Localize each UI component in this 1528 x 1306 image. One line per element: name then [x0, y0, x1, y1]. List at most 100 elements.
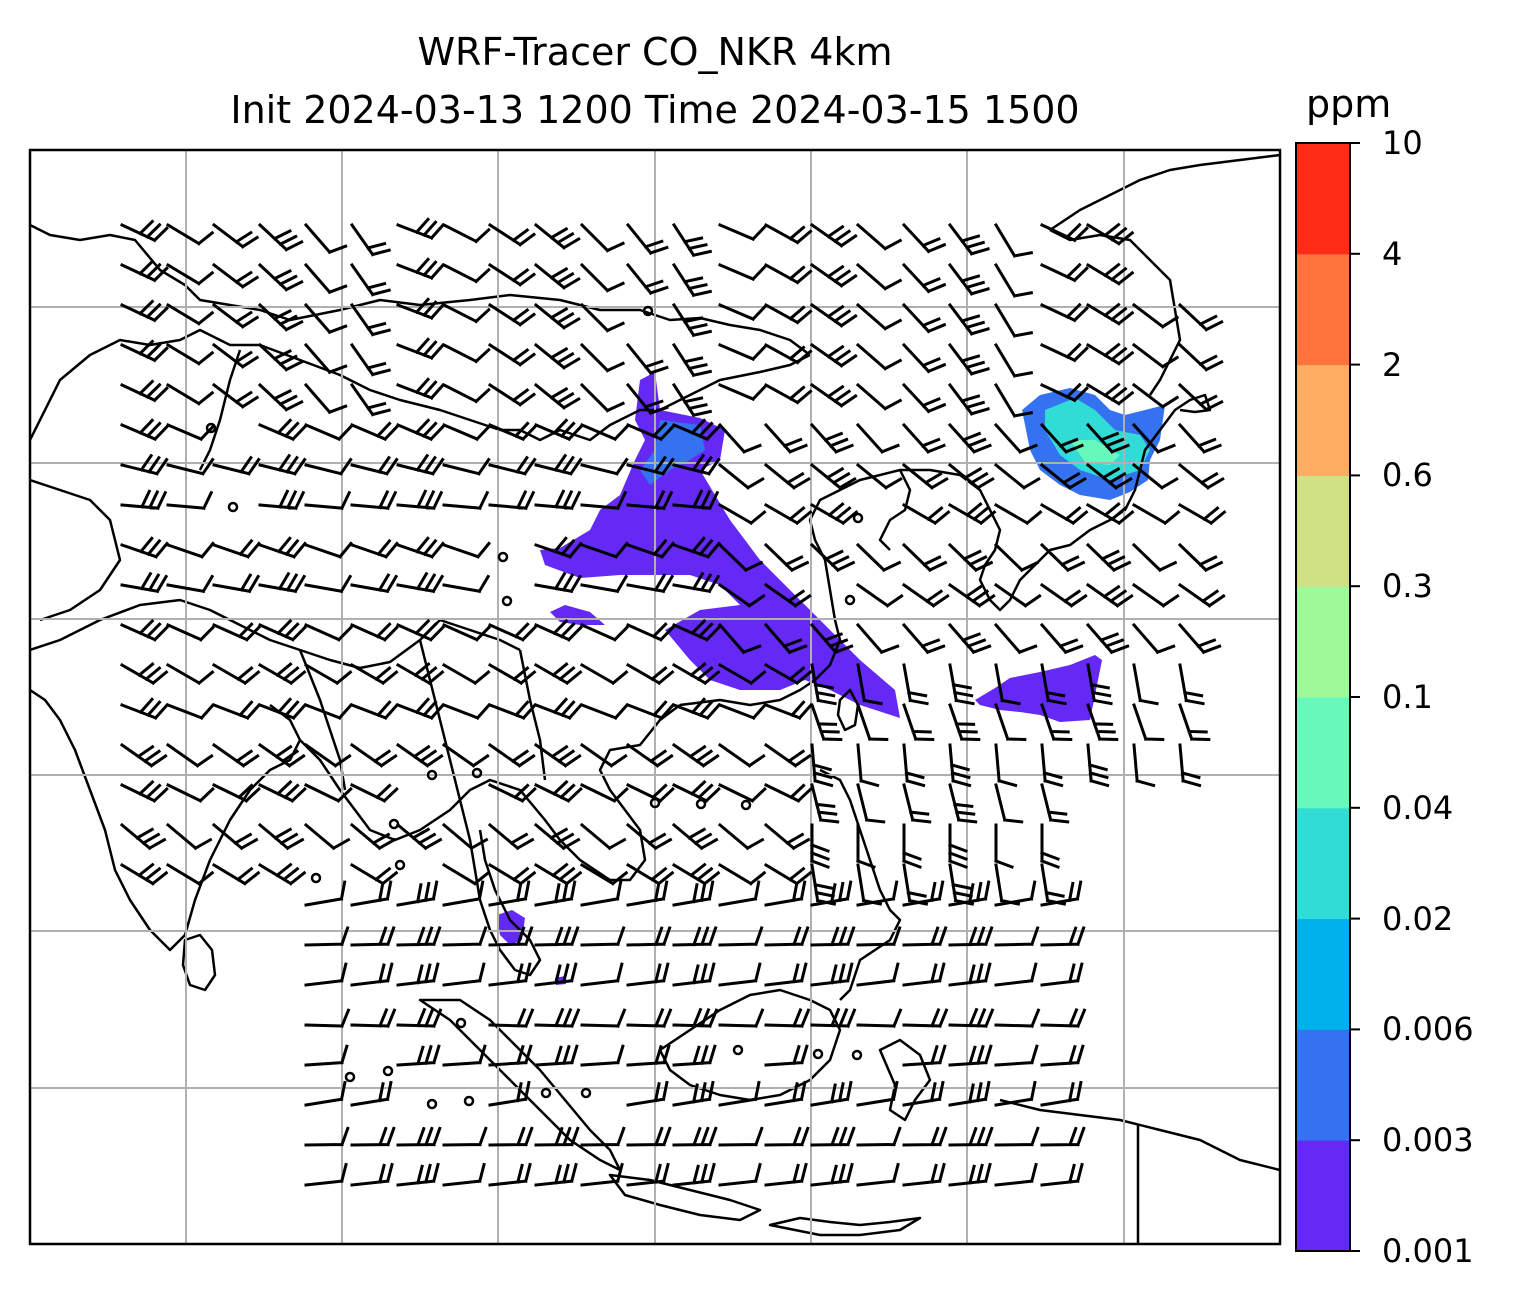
wind-barb: [442, 880, 485, 907]
wind-barb: [717, 622, 762, 655]
wind-barb: [1040, 663, 1067, 706]
calm-wind-marker: [455, 1017, 467, 1029]
wind-barb: [810, 1007, 857, 1028]
wind-barb: [257, 302, 304, 332]
wind-barb: [1086, 743, 1110, 788]
wind-barb: [579, 782, 629, 803]
wind-barb: [718, 702, 768, 721]
wind-barb: [396, 697, 446, 721]
coastline-philippines: [819, 768, 902, 1001]
wind-barb: [396, 962, 440, 987]
wind-barb: [1085, 342, 1135, 366]
wind-barb: [902, 743, 926, 788]
wind-barb: [579, 222, 625, 253]
wind-barb: [717, 542, 764, 573]
wind-barb: [718, 263, 768, 282]
wind-barb: [442, 1162, 486, 1187]
wind-barb: [855, 542, 902, 573]
wind-barb: [166, 623, 215, 642]
wind-barb: [993, 582, 1042, 608]
wind-barb: [580, 880, 623, 907]
wind-barb: [349, 382, 392, 417]
border-internal-3: [518, 649, 547, 781]
wind-barb: [948, 703, 981, 742]
wind-barb: [442, 423, 492, 442]
wind-barb: [626, 1008, 673, 1028]
wind-barb: [350, 1080, 393, 1107]
border-internal-4: [30, 478, 122, 622]
coastline-taiwan: [836, 688, 860, 732]
border-internal-5: [198, 349, 242, 471]
wind-barb: [212, 538, 262, 559]
wind-barb: [396, 217, 446, 241]
wind-barb: [442, 702, 492, 721]
wind-barb: [165, 742, 214, 768]
wind-barb: [165, 222, 215, 246]
border-internal-1: [298, 649, 347, 791]
wind-barb: [994, 1126, 1040, 1147]
wind-barb: [948, 1044, 993, 1067]
wind-barb: [350, 622, 399, 642]
wind-barb: [994, 823, 1014, 869]
wind-barb: [488, 622, 537, 642]
calm-wind-marker: [852, 512, 864, 524]
wind-barb: [993, 542, 1040, 573]
wind-barb: [856, 1008, 903, 1028]
wind-barb: [396, 257, 446, 281]
wind-barb: [902, 1162, 946, 1187]
wind-barb: [994, 962, 1038, 987]
wind-barb: [947, 222, 990, 256]
wind-barb: [625, 222, 669, 256]
wind-barb: [534, 571, 583, 594]
wind-barb: [212, 622, 261, 642]
wind-barb: [120, 219, 169, 243]
wind-barb: [994, 783, 1024, 824]
wind-barb: [304, 1162, 348, 1187]
wind-barb: [1177, 622, 1222, 655]
wind-barb: [947, 262, 990, 296]
wind-barb: [533, 302, 581, 330]
wind-barb: [304, 623, 353, 642]
wind-barb: [487, 382, 537, 407]
wind-barb: [626, 1162, 670, 1187]
wind-barb: [1085, 502, 1135, 526]
wind-barb: [258, 618, 307, 642]
wind-barb: [856, 823, 876, 869]
wind-barb: [304, 574, 353, 594]
wind-barb: [763, 462, 811, 490]
wind-barb: [211, 342, 260, 369]
wind-barb: [1040, 823, 1060, 869]
wind-barb: [672, 1126, 718, 1147]
wind-barb: [1085, 262, 1135, 286]
wind-barb: [948, 743, 972, 788]
wind-barb: [580, 1162, 624, 1187]
wind-barb: [304, 490, 352, 511]
colorbar-tick-label: 0.04: [1382, 788, 1454, 827]
wind-barb: [1085, 382, 1135, 406]
wind-barb: [165, 662, 215, 686]
wind-barb: [120, 571, 169, 594]
wind-barb: [534, 418, 584, 442]
wind-barb: [1131, 462, 1179, 490]
colorbar-tick-label: 0.006: [1382, 1010, 1474, 1049]
wind-barb: [994, 1044, 1039, 1067]
plume-japan-sea: [975, 655, 1102, 722]
map-title-line1: WRF-Tracer CO_NKR 4km: [417, 30, 893, 74]
wind-barb: [579, 742, 628, 768]
wind-barb: [717, 582, 766, 608]
wind-barb: [349, 862, 399, 886]
coastline-china-east: [679, 468, 912, 707]
wind-barb: [671, 302, 713, 338]
wind-barb: [901, 622, 946, 655]
wind-barb: [487, 782, 537, 803]
wind-barb: [579, 342, 625, 373]
wind-barb: [855, 222, 903, 251]
wind-barb: [1040, 1126, 1086, 1147]
wind-barb: [809, 502, 859, 526]
wind-barb: [349, 262, 392, 297]
wind-barb: [487, 822, 535, 851]
wind-barb: [442, 490, 490, 511]
wind-barb: [533, 779, 583, 803]
colorbar-segment: [1296, 697, 1350, 809]
